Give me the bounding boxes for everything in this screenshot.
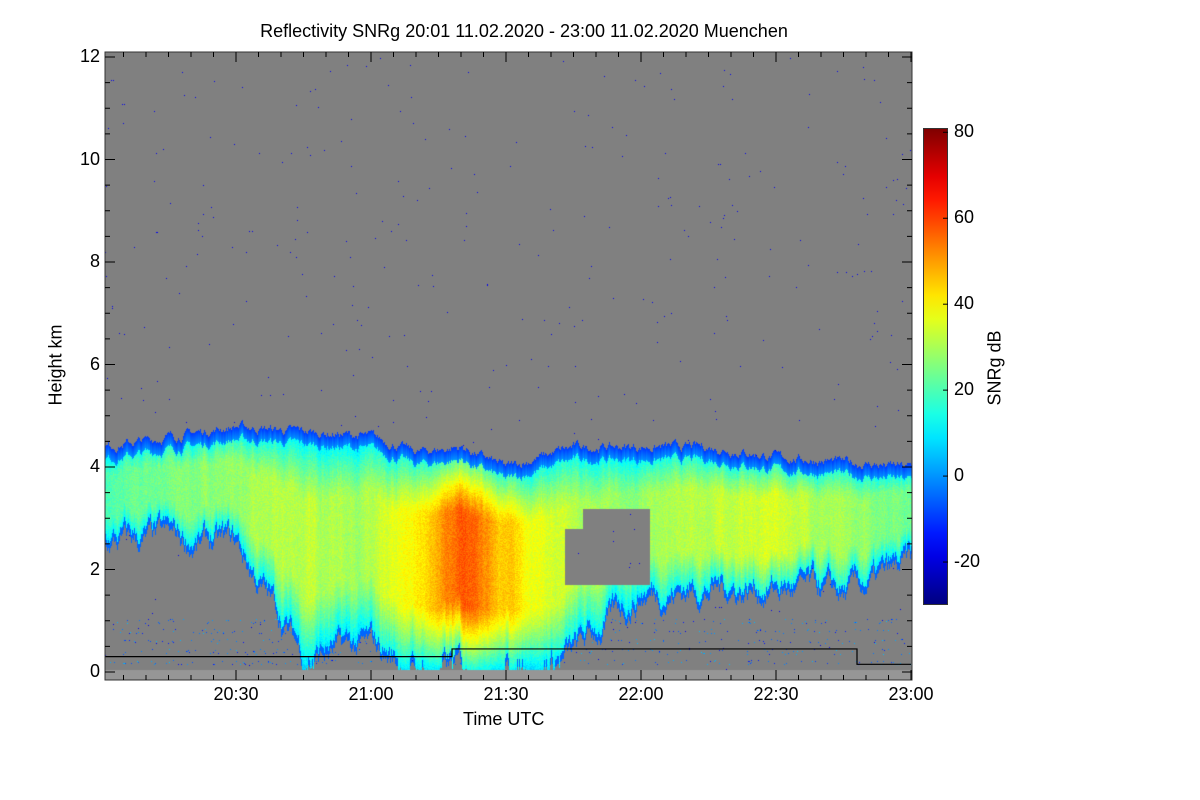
colorbar-tick-label: 60 <box>954 207 975 228</box>
y-tick-label: 6 <box>89 353 100 374</box>
y-tick-label: 10 <box>79 148 100 169</box>
colorbar-label: SNRg dB <box>984 330 1005 406</box>
colorbar-tick-label: -20 <box>954 551 981 572</box>
y-tick-label: 4 <box>89 456 100 476</box>
x-tick-label: 21:00 <box>348 684 394 704</box>
y-tick-label: 0 <box>89 661 100 681</box>
radar-heatmap <box>105 52 912 680</box>
x-tick-label: 22:00 <box>618 684 664 704</box>
x-tick-label: 23:00 <box>888 684 934 704</box>
y-tick-label: 2 <box>89 558 100 579</box>
colorbar-tick-label: 40 <box>954 293 975 314</box>
x-axis-label: Time UTC <box>463 709 545 729</box>
plot-frame <box>104 51 913 681</box>
x-tick-label: 20:30 <box>213 684 259 704</box>
y-tick-label: 8 <box>89 251 100 271</box>
colorbar-tick-label: 20 <box>954 379 975 400</box>
x-tick-label: 22:30 <box>753 684 799 704</box>
x-tick-label: 21:30 <box>483 684 529 704</box>
chart-title: Reflectivity SNRg 20:01 11.02.2020 - 23:… <box>260 21 788 41</box>
colorbar <box>923 128 948 605</box>
black-line-series <box>105 648 911 665</box>
colorbar-tick-label: 0 <box>954 465 965 486</box>
y-tick-label: 12 <box>79 46 100 66</box>
colorbar-tick-label: 80 <box>954 121 975 142</box>
